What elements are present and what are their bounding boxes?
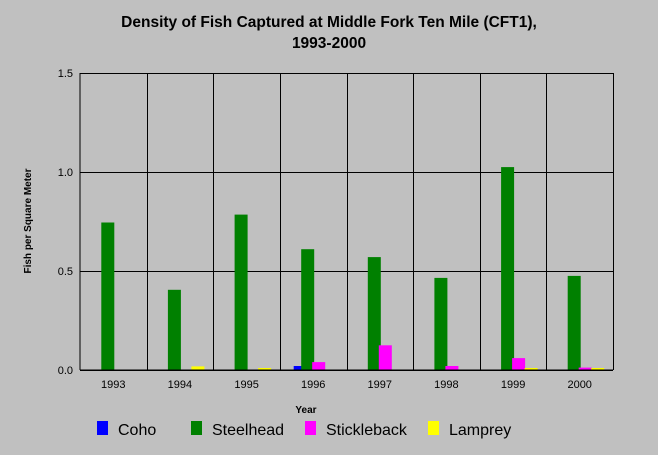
x-tick-label: 1994 [168, 379, 192, 391]
x-tick-labels: 1993 1994 1995 1996 1997 1998 1999 2000 [101, 379, 592, 391]
x-tick-label: 1998 [434, 379, 458, 391]
x-axis-label: Year [295, 405, 316, 416]
bar-lamprey-1999 [524, 368, 538, 370]
x-tick-label: 1997 [368, 379, 392, 391]
legend-label-lamprey: Lamprey [449, 422, 511, 439]
legend-swatch-stickleback [305, 421, 316, 435]
y-tick-label: 0.0 [58, 365, 73, 377]
bar-steelhead-1993 [101, 222, 115, 370]
legend-swatch-steelhead [191, 421, 202, 435]
y-tick-label: 0.5 [58, 266, 73, 278]
bar-steelhead-1996 [301, 249, 315, 370]
x-tick-label: 1993 [101, 379, 125, 391]
bar-steelhead-1995 [234, 214, 248, 370]
x-tick-label: 1995 [234, 379, 258, 391]
legend-swatch-coho [97, 421, 108, 435]
bar-lamprey-2000 [591, 368, 605, 370]
x-tick-label: 2000 [567, 379, 591, 391]
chart-title-line-2: 1993-2000 [291, 35, 367, 52]
bar-steelhead-1999 [501, 167, 515, 370]
bar-stickleback-1999 [512, 358, 526, 370]
bar-lamprey-1995 [258, 368, 272, 370]
bar-coho-1996 [293, 366, 307, 370]
legend: Coho Steelhead Stickleback Lamprey [97, 421, 511, 439]
x-tick-label: 1996 [301, 379, 325, 391]
bar-stickleback-2000 [578, 367, 592, 370]
legend-swatch-lamprey [428, 421, 439, 435]
legend-label-coho: Coho [118, 422, 156, 439]
y-tick-labels: 0.0 0.5 1.0 1.5 [58, 68, 73, 377]
y-tick-label: 1.5 [58, 68, 73, 80]
legend-label-stickleback: Stickleback [326, 422, 408, 439]
x-tick-label: 1999 [501, 379, 525, 391]
plot-background [80, 73, 613, 370]
bar-stickleback-1996 [312, 362, 326, 370]
bar-steelhead-2000 [567, 275, 581, 370]
chart-title: Density of Fish Captured at Middle Fork … [0, 12, 658, 54]
bar-lamprey-1994 [191, 366, 205, 370]
chart-title-line-1: Density of Fish Captured at Middle Fork … [121, 14, 537, 31]
bar-steelhead-1998 [434, 277, 448, 370]
y-axis-label: Fish per Square Meter [23, 168, 34, 273]
bar-steelhead-1997 [367, 257, 381, 370]
legend-label-steelhead: Steelhead [212, 422, 284, 439]
bar-stickleback-1998 [445, 366, 459, 370]
bar-steelhead-1994 [167, 289, 181, 370]
grid-lines [80, 73, 614, 371]
y-tick-label: 1.0 [58, 167, 73, 179]
bars [101, 167, 605, 371]
bar-stickleback-1997 [378, 345, 392, 371]
